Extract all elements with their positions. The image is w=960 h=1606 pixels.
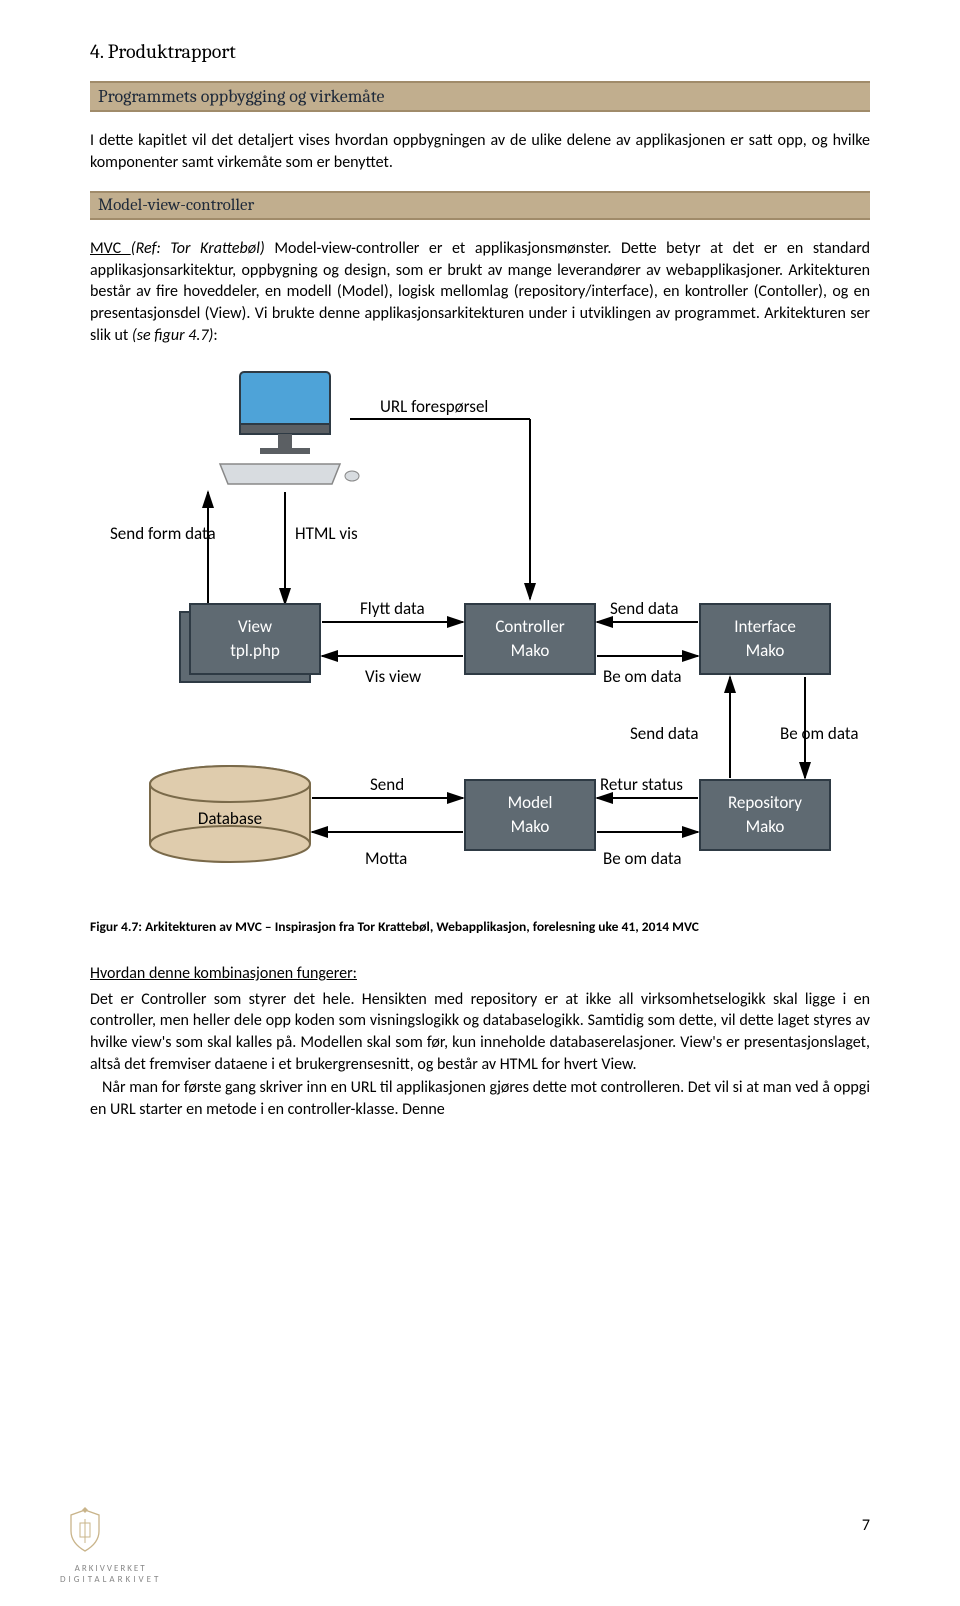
mvc-diagram: URL forespørsel Send form data HTML vis …	[90, 364, 870, 904]
svg-text:Controller: Controller	[495, 616, 564, 637]
how-it-works-title-text: Hvordan denne kombinasjonen fungerer:	[90, 964, 357, 983]
label-retur-status: Retur status	[600, 774, 683, 795]
how-it-works-title: Hvordan denne kombinasjonen fungerer:	[90, 963, 870, 985]
mvc-tail: :	[213, 326, 217, 345]
svg-text:View: View	[238, 616, 272, 637]
page-title: 4. Produktrapport	[90, 40, 870, 63]
section-band-main-text: Programmets oppbygging og virkemåte	[98, 86, 384, 107]
svg-text:Repository: Repository	[728, 792, 802, 813]
monitor-icon	[220, 372, 359, 484]
label-send-data-2: Send data	[630, 723, 699, 744]
label-send-form: Send form data	[110, 523, 216, 544]
how-it-works-p1: Det er Controller som styrer det hele. H…	[90, 989, 870, 1075]
node-database: Database	[150, 766, 310, 862]
label-be-om-data-3: Be om data	[603, 848, 681, 869]
mvc-ref: (Ref: Tor Krattebøl)	[131, 239, 265, 258]
svg-text:Database: Database	[198, 808, 262, 829]
label-be-om-data-1: Be om data	[603, 666, 681, 687]
svg-text:Mako: Mako	[746, 640, 785, 661]
mvc-lead: MVC	[90, 239, 131, 258]
node-interface: Interface Mako	[700, 604, 830, 674]
page-number: 7	[862, 1516, 870, 1535]
svg-text:tpl.php: tpl.php	[230, 640, 280, 661]
page-footer: 7 ARKIVVERKET DIGITALARKIVET	[90, 1516, 870, 1576]
node-controller: Controller Mako	[465, 604, 595, 674]
section-band-mvc-text: Model-view-controller	[98, 196, 254, 215]
mvc-paragraph: MVC (Ref: Tor Krattebøl) Model-view-cont…	[90, 238, 870, 346]
crest-icon	[60, 1505, 110, 1555]
svg-text:Interface: Interface	[734, 616, 796, 637]
label-send: Send	[370, 774, 404, 795]
section-band-main: Programmets oppbygging og virkemåte	[90, 81, 870, 112]
footer-logo: ARKIVVERKET DIGITALARKIVET	[60, 1505, 161, 1586]
svg-text:Mako: Mako	[746, 816, 785, 837]
node-view: View tpl.php	[180, 604, 320, 682]
node-repository: Repository Mako	[700, 780, 830, 850]
node-model: Model Mako	[465, 780, 595, 850]
label-html-vis: HTML vis	[295, 523, 358, 544]
label-flytt-data: Flytt data	[360, 598, 425, 619]
svg-text:Mako: Mako	[511, 816, 550, 837]
figure-caption: Figur 4.7: Arkitekturen av MVC – Inspira…	[90, 918, 870, 935]
label-motta: Motta	[365, 848, 407, 869]
how-it-works-p2: Når man for første gang skriver inn en U…	[90, 1077, 870, 1120]
label-be-om-data-2: Be om data	[780, 723, 858, 744]
label-vis-view: Vis view	[365, 666, 421, 687]
section-band-mvc: Model-view-controller	[90, 191, 870, 220]
svg-text:Model: Model	[508, 792, 553, 813]
svg-text:Mako: Mako	[511, 640, 550, 661]
mvc-ref2: (se figur 4.7)	[132, 326, 213, 345]
label-url: URL forespørsel	[380, 396, 488, 417]
label-send-data-1: Send data	[610, 598, 679, 619]
footer-logo-text: ARKIVVERKET DIGITALARKIVET	[60, 1564, 161, 1586]
intro-paragraph: I dette kapitlet vil det detaljert vises…	[90, 130, 870, 173]
